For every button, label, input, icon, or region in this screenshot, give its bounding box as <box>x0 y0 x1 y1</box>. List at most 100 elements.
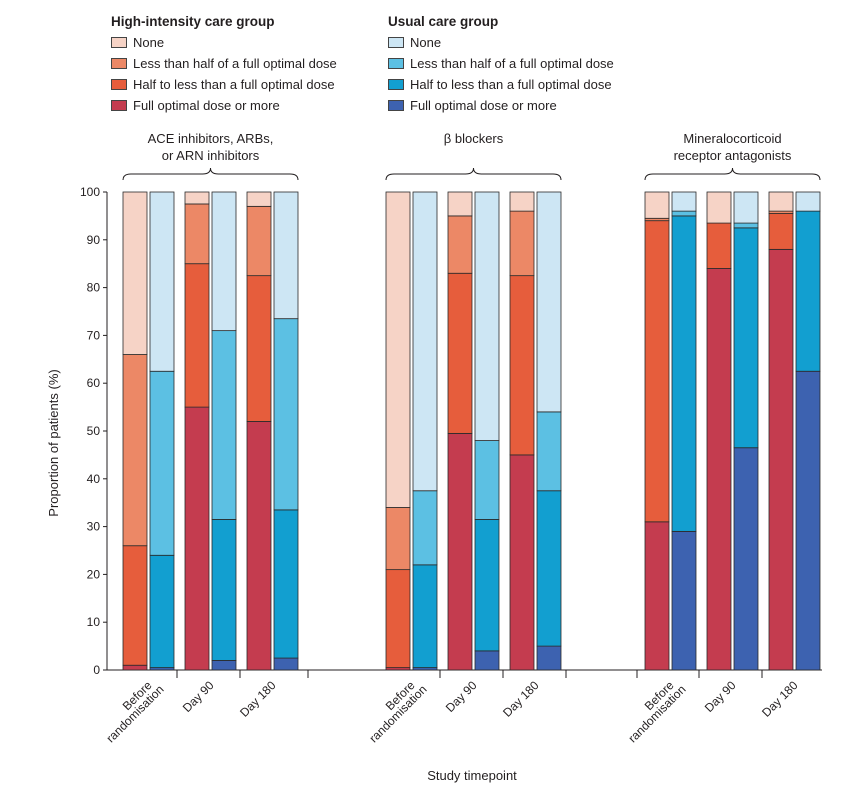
legend-label: Half to less than a full optimal dose <box>410 77 612 92</box>
bar-segment-usual-care <box>273 509 299 659</box>
legend-label: None <box>410 35 442 50</box>
legend-label: Full optimal dose or more <box>133 98 280 113</box>
legend-title: High-intensity care group <box>111 14 275 29</box>
y-tick-label: 50 <box>87 424 101 438</box>
bar-segment-usual-care <box>211 330 237 520</box>
bar-segment-usual-care <box>671 215 697 532</box>
group-label: Mineralocorticoid <box>683 131 781 146</box>
bar-segment-usual-care <box>671 191 697 212</box>
bar-segment-usual-care <box>536 191 562 413</box>
legend-label: Less than half of a full optimal dose <box>133 56 337 71</box>
group-brace <box>644 167 821 181</box>
bar-segment-high-intensity <box>122 191 148 355</box>
group-label: receptor antagonists <box>674 148 792 163</box>
legend-swatch <box>111 100 127 111</box>
bar-segment-high-intensity <box>246 421 272 671</box>
legend-label: Half to less than a full optimal dose <box>133 77 335 92</box>
y-tick-label: 60 <box>87 376 101 390</box>
x-axis-label: Study timepoint <box>427 768 517 783</box>
legend-item: Less than half of a full optimal dose <box>388 53 614 74</box>
legend-item: Full optimal dose or more <box>111 95 337 116</box>
bar-segment-usual-care <box>795 191 821 212</box>
legend-item: Full optimal dose or more <box>388 95 614 116</box>
bar-segment-high-intensity <box>184 263 210 408</box>
legend-swatch <box>388 79 404 90</box>
legend-swatch <box>111 58 127 69</box>
x-tick-label: Day 90 <box>180 678 217 715</box>
legend-item: Half to less than a full optimal dose <box>111 74 337 95</box>
bar-segment-high-intensity <box>644 521 670 671</box>
bar-segment-usual-care <box>412 490 438 566</box>
bar-segment-high-intensity <box>385 507 411 571</box>
bar-segment-usual-care <box>733 447 759 671</box>
legend-swatch <box>111 37 127 48</box>
legend-item: None <box>111 32 337 53</box>
bar-segment-usual-care <box>273 191 299 320</box>
bar-segment-high-intensity <box>706 191 732 224</box>
bar-segment-high-intensity <box>768 248 794 671</box>
legend-swatch <box>388 100 404 111</box>
group-label: β blockers <box>444 131 504 146</box>
bar-segment-usual-care <box>474 440 500 520</box>
bar-segment-usual-care <box>474 650 500 671</box>
bar-segment-high-intensity <box>122 354 148 547</box>
bar-segment-usual-care <box>211 191 237 332</box>
bar-segment-high-intensity <box>706 222 732 269</box>
y-tick-label: 0 <box>93 663 100 677</box>
bar-segment-usual-care <box>536 411 562 492</box>
bar-segment-usual-care <box>795 210 821 372</box>
legend-high-intensity: High-intensity care group None Less than… <box>111 14 337 116</box>
bar-segment-usual-care <box>149 191 175 372</box>
bar-segment-high-intensity <box>122 545 148 666</box>
bar-segment-usual-care <box>149 370 175 556</box>
bar-segment-high-intensity <box>246 191 272 207</box>
y-tick-label: 90 <box>87 233 101 247</box>
bar-segment-usual-care <box>671 210 697 217</box>
y-tick-label: 70 <box>87 328 101 342</box>
x-tick-label: Day 90 <box>443 678 480 715</box>
bar-segment-high-intensity <box>509 275 535 456</box>
bar-segment-high-intensity <box>644 220 670 523</box>
bar-segment-high-intensity <box>184 203 210 265</box>
legend-item: Less than half of a full optimal dose <box>111 53 337 74</box>
bar-segment-usual-care <box>474 519 500 652</box>
bar-segment-usual-care <box>211 519 237 661</box>
legend-swatch <box>388 58 404 69</box>
legend-label: Full optimal dose or more <box>410 98 557 113</box>
bar-segment-high-intensity <box>184 191 210 205</box>
bar-segment-usual-care <box>536 490 562 647</box>
legend-swatch <box>388 37 404 48</box>
bar-segment-usual-care <box>474 191 500 441</box>
bar-segment-high-intensity <box>385 569 411 669</box>
bar-segment-high-intensity <box>509 191 535 212</box>
y-axis-label: Proportion of patients (%) <box>46 369 61 516</box>
bar-segment-high-intensity <box>385 191 411 508</box>
group-brace <box>122 167 299 181</box>
bar-segment-usual-care <box>149 554 175 669</box>
group-brace <box>385 167 562 181</box>
y-tick-label: 80 <box>87 281 101 295</box>
x-tick-label: Day 180 <box>237 678 279 720</box>
x-tick-label: Day 180 <box>759 678 801 720</box>
bar-segment-high-intensity <box>447 272 473 434</box>
bar-segment-usual-care <box>412 564 438 669</box>
bar-segment-high-intensity <box>246 205 272 277</box>
bar-segment-usual-care <box>671 530 697 671</box>
bar-segment-high-intensity <box>447 432 473 671</box>
group-label: ACE inhibitors, ARBs, <box>148 131 274 146</box>
bar-segment-usual-care <box>733 222 759 229</box>
bar-segment-high-intensity <box>509 454 535 671</box>
bar-segment-high-intensity <box>447 191 473 217</box>
legend-label: None <box>133 35 165 50</box>
bar-segment-high-intensity <box>768 213 794 250</box>
bar-segment-usual-care <box>536 645 562 671</box>
bar-segment-usual-care <box>211 660 237 671</box>
y-tick-label: 10 <box>87 615 101 629</box>
bar-segment-high-intensity <box>509 210 535 277</box>
y-tick-label: 40 <box>87 472 101 486</box>
bar-segment-usual-care <box>412 191 438 492</box>
x-tick-label: Day 90 <box>702 678 739 715</box>
y-tick-label: 100 <box>80 185 100 199</box>
bar-segment-usual-care <box>273 318 299 511</box>
